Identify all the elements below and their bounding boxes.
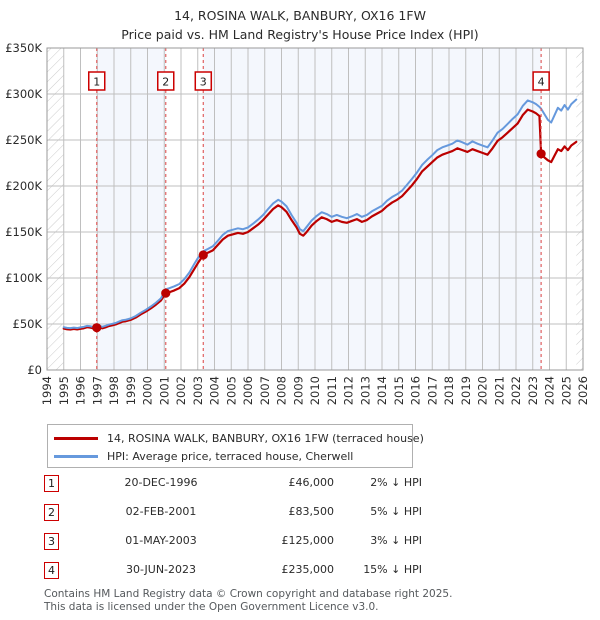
x-axis-tick-label: 1998 [107,376,121,405]
footer-line-licence: This data is licensed under the Open Gov… [44,601,379,613]
price-chart: 1994 1995 1996 1997 1998 1999 2000 2001 2002 2003… [5,41,590,405]
x-axis-tick-label: 2006 [241,376,255,405]
sale-price: £125,000 [281,534,335,547]
table-row: 2 02-FEB-2001 £83,500 5% ↓ HPI [44,502,424,531]
sale-index-badge: 4 [44,562,59,579]
legend-swatch-property [54,436,98,440]
sale-date: 30-JUN-2023 [125,563,197,576]
sale-date: 20-DEC-1996 [124,476,198,489]
page-title: 14, ROSINA WALK, BANBURY, OX16 1FW Price… [0,6,600,44]
sale-hpi-delta: 15% ↓ HPI [363,563,422,576]
sale-hpi-delta: 2% ↓ HPI [370,476,422,489]
x-axis-tick-label: 2026 [576,376,590,405]
no-data-region-2 [576,48,583,370]
x-axis-tick-label: 2011 [325,376,339,405]
x-axis-tick-label: 2003 [191,376,205,405]
sales-history-table: 1 20-DEC-1996 £46,000 2% ↓ HPI 2 02-FEB-… [44,473,424,589]
sale-marker-box-4[interactable] [532,71,550,91]
table-row: 3 01-MAY-2003 £125,000 3% ↓ HPI [44,531,424,560]
sale-index-badge: 1 [44,475,59,492]
sale-marker-label-3: 3 [200,76,207,89]
x-axis-tick-label: 2000 [141,376,155,405]
x-axis-tick-label: 2005 [224,376,238,405]
sale-date: 02-FEB-2001 [125,505,197,518]
sale-marker-label-2: 2 [162,76,169,89]
y-axis-tick-label: £300K [5,87,42,101]
legend-label-hpi: HPI: Average price, terraced house, Cher… [107,449,354,463]
plot-frame [46,47,584,371]
sale-price: £46,000 [288,476,335,489]
y-axis-tick-label: £100K [5,271,42,285]
sale-date: 01-MAY-2003 [125,534,197,547]
sale-index-badge: 2 [44,504,59,521]
series-line-property [62,108,578,331]
page-title-main: 14, ROSINA WALK, BANBURY, OX16 1FW [174,8,426,23]
x-axis-tick-label: 2001 [157,376,171,405]
legend-label-property: 14, ROSINA WALK, BANBURY, OX16 1FW (terr… [107,431,424,445]
x-axis-tick-label: 2018 [442,376,456,405]
sale-marker-dot-3[interactable] [198,250,208,260]
y-axis-tick-label: £350K [5,41,42,55]
sale-marker-dot-1[interactable] [92,323,102,333]
page-title-sub: Price paid vs. HM Land Registry's House … [121,27,479,42]
x-axis-tick-label: 2022 [509,376,523,405]
no-data-region-1 [47,48,64,370]
legend-item-property: 14, ROSINA WALK, BANBURY, OX16 1FW (terr… [48,429,424,447]
y-axis-tick-label: £50K [13,317,43,331]
x-axis-tick-label: 2007 [258,376,272,405]
x-axis-tick-label: 2015 [392,376,406,405]
x-axis-tick-label: 2012 [342,376,356,405]
x-axis-tick-label: 2002 [174,376,188,405]
table-row: 4 30-JUN-2023 £235,000 15% ↓ HPI [44,560,424,589]
sale-index-badge: 3 [44,533,59,550]
sale-marker-box-1[interactable] [87,71,106,91]
y-axis-tick-label: £200K [5,179,42,193]
x-axis-tick-label: 2016 [409,376,423,405]
sale-hpi-delta: 3% ↓ HPI [370,534,422,547]
x-axis-tick-label: 2017 [425,376,439,405]
sale-price: £235,000 [281,563,335,576]
sale-marker-label-4: 4 [538,76,545,89]
sale-hpi-delta: 5% ↓ HPI [370,505,422,518]
x-axis-tick-label: 2020 [476,376,490,405]
x-axis-tick-label: 2025 [559,376,573,405]
x-axis-tick-label: 2019 [459,376,473,405]
sale-marker-dot-4[interactable] [536,149,546,159]
y-axis-tick-label: £0 [27,363,42,377]
x-axis-tick-label: 1999 [124,376,138,405]
x-axis-tick-label: 2021 [492,376,506,405]
ownership-band-1 [96,48,166,370]
y-axis-tick-label: £150K [5,225,42,239]
x-axis-tick-label: 1994 [40,376,54,405]
legend-swatch-hpi [54,454,98,458]
legend-item-hpi: HPI: Average price, terraced house, Cher… [48,447,412,465]
ownership-band-2 [203,48,542,370]
x-axis-tick-label: 2004 [208,376,222,405]
x-axis-tick-label: 1996 [74,376,88,405]
sale-marker-dot-2[interactable] [161,288,171,298]
x-axis-tick-label: 2013 [358,376,372,405]
x-axis-tick-label: 2010 [308,376,322,405]
x-axis-tick-label: 2008 [275,376,289,405]
y-axis-tick-label: £250K [5,133,42,147]
footer-line-copyright: Contains HM Land Registry data © Crown c… [44,588,453,600]
chart-legend: 14, ROSINA WALK, BANBURY, OX16 1FW (terr… [47,424,424,468]
sale-marker-box-3[interactable] [194,71,213,91]
sale-price: £83,500 [288,505,335,518]
x-axis-tick-label: 1997 [90,376,104,405]
series-line-hpi [62,98,578,330]
sale-marker-label-1: 1 [93,76,100,89]
x-axis-tick-label: 2024 [543,376,557,405]
sale-marker-box-2[interactable] [157,71,175,91]
table-row: 1 20-DEC-1996 £46,000 2% ↓ HPI [44,473,424,502]
x-axis-tick-label: 2009 [291,376,305,405]
x-axis-tick-label: 1995 [57,376,71,405]
footer-attribution: Contains HM Land Registry data © Crown c… [44,588,584,614]
x-axis-tick-label: 2023 [526,376,540,405]
x-axis-tick-label: 2014 [375,376,389,405]
